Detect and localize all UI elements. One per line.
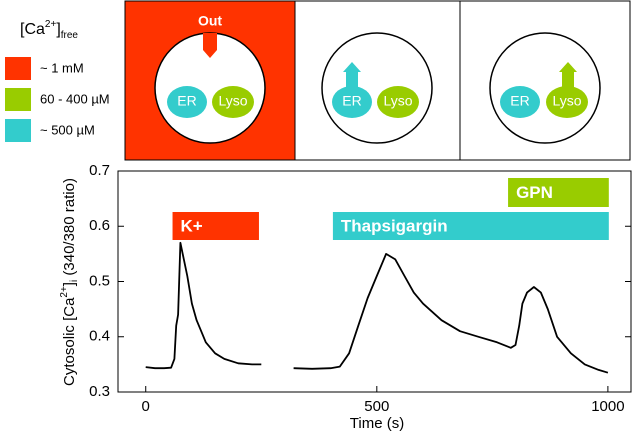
er-label: ER: [510, 93, 529, 109]
legend-title: [Ca2+]free: [20, 19, 78, 41]
treatment-label: GPN: [516, 183, 553, 202]
lyso: [212, 86, 254, 118]
legend-label: 60 - 400 µM: [40, 91, 110, 106]
legend: [Ca2+]free: [20, 19, 78, 41]
y-label-text: Cytosolic [Ca: [61, 297, 78, 386]
cell: [489, 32, 601, 144]
legend-swatch: [5, 119, 31, 142]
legend-title-sup: 2+: [45, 19, 57, 30]
chart: Time (s) Cytosolic [Ca2+]i (340/380 rati…: [59, 170, 632, 432]
arrow: [559, 62, 577, 90]
y-label-text: (340/380 ratio): [61, 178, 78, 280]
treatment-bar: [508, 178, 609, 207]
legend-swatch: [5, 88, 31, 111]
x-axis-label: Time (s): [350, 415, 404, 432]
lyso: [546, 86, 588, 118]
legend-label: ~ 500 µM: [40, 122, 95, 137]
lyso-label: Lyso: [218, 93, 247, 109]
legend-title-text: [Ca: [20, 21, 45, 38]
y-tick-label: 0.5: [89, 272, 110, 289]
x-tick-label: 1000: [591, 398, 624, 415]
data-line: [145, 241, 609, 374]
out-label: Out: [198, 13, 222, 29]
cell: [321, 32, 433, 144]
diagram: Out ER Lyso ER Lyso ER Lyso: [124, 0, 631, 161]
y-tick-label: 0.6: [89, 217, 110, 234]
treatment-label: K+: [181, 216, 203, 235]
x-tick-label: 500: [364, 398, 389, 415]
legend-label: ~ 1 mM: [40, 60, 84, 75]
treatment-label: Thapsigargin: [341, 216, 448, 235]
er: [332, 86, 372, 118]
y-label-sup: 2+: [59, 286, 70, 298]
y-tick-label: 0.4: [89, 328, 110, 345]
er: [500, 86, 540, 118]
y-label-text: ]: [61, 282, 78, 286]
treatment-bar: [332, 212, 609, 240]
lyso-label: Lyso: [383, 93, 412, 109]
x-tick-label: 0: [142, 398, 150, 415]
y-tick-label: 0.3: [89, 383, 110, 400]
y-axis-label: Cytosolic [Ca2+]i (340/380 ratio): [59, 178, 80, 386]
treatment-bar: [172, 212, 259, 240]
lyso-label: Lyso: [552, 93, 581, 109]
y-tick-label: 0.7: [89, 162, 110, 179]
er-label: ER: [177, 93, 196, 109]
lyso: [377, 86, 419, 118]
er-label: ER: [342, 93, 361, 109]
er: [167, 86, 207, 118]
legend-title-sub: free: [61, 30, 79, 41]
legend-title-text: ]: [56, 21, 60, 38]
y-label-sub: i: [69, 280, 80, 282]
arrow: [203, 33, 217, 58]
arrow: [343, 62, 361, 90]
legend-swatch: [5, 57, 31, 80]
